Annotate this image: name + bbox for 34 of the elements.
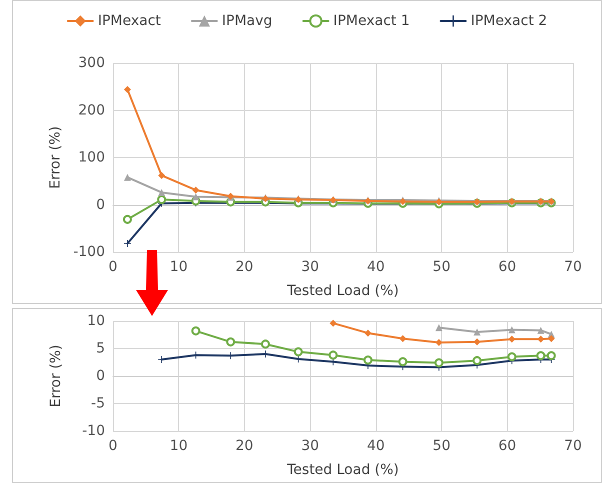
x-tick-label: 70	[564, 438, 582, 454]
legend-label: IPMexact	[98, 13, 162, 29]
y-tick-label: 5	[96, 340, 105, 356]
x-tick-label: 70	[564, 259, 582, 275]
y-tick-label: 0	[96, 196, 105, 213]
x-tick-label: 60	[498, 438, 516, 454]
y-tick-label: 300	[78, 55, 105, 71]
y-tick-label: 100	[78, 150, 105, 166]
y-axis-title: Error (%)	[47, 126, 64, 189]
x-tick-label: 20	[236, 438, 254, 454]
y-axis-title: Error (%)	[48, 344, 64, 408]
legend-label: IPMexact 1	[333, 13, 410, 29]
x-tick-label: 10	[170, 259, 188, 275]
x-tick-label: 30	[301, 259, 320, 275]
x-tick-label: 40	[366, 259, 385, 275]
legend-label: IPMexact 2	[470, 13, 548, 29]
legend-label: IPMavg	[222, 13, 272, 29]
y-tick-label: -5	[91, 396, 105, 412]
y-tick-label: 0	[96, 368, 105, 384]
x-tick-label: 30	[301, 438, 320, 454]
y-tick-label: -10	[82, 423, 105, 439]
x-axis-title: Tested Load (%)	[286, 462, 399, 478]
y-tick-label: 200	[78, 102, 105, 118]
y-tick-label: 10	[87, 313, 105, 329]
x-tick-label: 60	[498, 259, 516, 275]
x-tick-label: 40	[366, 438, 385, 454]
y-tick-label: -100	[73, 244, 105, 260]
x-tick-label: 0	[108, 438, 118, 454]
x-axis-title: Tested Load (%)	[286, 283, 399, 299]
x-tick-label: 0	[108, 259, 118, 275]
x-tick-label: 10	[170, 438, 188, 454]
x-tick-label: 50	[432, 438, 450, 454]
x-tick-label: 20	[236, 259, 254, 275]
x-tick-label: 50	[432, 259, 450, 275]
